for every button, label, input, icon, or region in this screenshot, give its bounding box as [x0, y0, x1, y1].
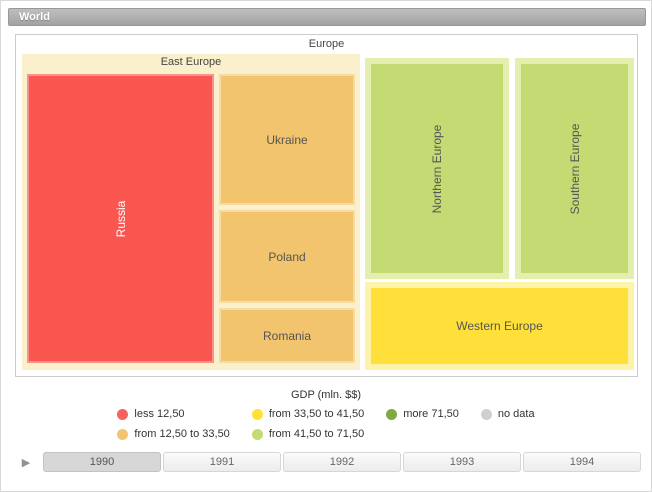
legend-item-label: no data — [497, 408, 535, 420]
treemap-cell-southern-europe-label: Southern Europe — [567, 123, 582, 214]
legend-swatch-darkgreen-icon — [386, 408, 398, 420]
legend-item: more 71,50 — [386, 407, 459, 421]
treemap-group-europe-label[interactable]: Europe — [308, 38, 345, 50]
legend-swatch-yellow-icon — [251, 408, 263, 420]
treemap-cell-northern-europe-label: Northern Europe — [430, 124, 444, 213]
treemap-cell-northern-europe-wrap: Northern Europe — [365, 58, 509, 279]
timeline-year-1991[interactable]: 1991 — [163, 452, 281, 472]
treemap-cell-poland-label: Poland — [268, 249, 306, 264]
legend-item: from 12,50 to 33,50 — [117, 427, 230, 441]
legend-item: no data — [480, 407, 535, 421]
timeline-track: 1990 1991 1992 1993 1994 — [43, 452, 641, 472]
timeline-year-1994[interactable]: 1994 — [523, 452, 641, 472]
legend-swatch-orange-icon — [117, 428, 129, 440]
timeline: ▶ 1990 1991 1992 1993 1994 — [13, 452, 641, 472]
legend-title: GDP (mln. $$) — [290, 389, 362, 401]
timeline-year-1990[interactable]: 1990 — [43, 452, 161, 472]
treemap-chart: Europe East Europe Russia Ukraine Poland… — [15, 34, 638, 377]
legend-item: from 33,50 to 41,50 — [251, 407, 365, 421]
treemap-cell-southern-europe[interactable]: Southern Europe — [521, 64, 628, 273]
breadcrumb-world[interactable]: World — [8, 8, 646, 26]
legend-item-label: from 41,50 to 71,50 — [268, 428, 365, 440]
legend: less 12,50 from 12,50 to 33,50 from 33,5… — [1, 407, 651, 441]
timeline-year-1992[interactable]: 1992 — [283, 452, 401, 472]
legend-item-label: less 12,50 — [134, 408, 185, 420]
play-button[interactable]: ▶ — [13, 452, 39, 472]
legend-swatch-red-icon — [117, 408, 129, 420]
treemap-cell-western-europe[interactable]: Western Europe — [371, 288, 628, 364]
treemap-cell-ukraine[interactable]: Ukraine — [219, 74, 355, 205]
treemap-cell-western-europe-wrap: Western Europe — [365, 282, 634, 370]
timeline-year-1993[interactable]: 1993 — [403, 452, 521, 472]
legend-swatch-gray-icon — [480, 408, 492, 420]
legend-item-label: more 71,50 — [403, 408, 459, 420]
legend-item: less 12,50 — [117, 407, 229, 421]
legend-swatch-lightgreen-icon — [251, 428, 263, 440]
treemap-cell-ukraine-label: Ukraine — [266, 132, 308, 147]
treemap-cell-southern-europe-wrap: Southern Europe — [515, 58, 634, 279]
treemap-cell-western-europe-label: Western Europe — [456, 319, 543, 333]
treemap-cell-russia[interactable]: Russia — [27, 74, 214, 363]
legend-item-label: from 33,50 to 41,50 — [268, 408, 365, 420]
treemap-cell-poland[interactable]: Poland — [219, 210, 355, 303]
treemap-group-east-europe-label[interactable]: East Europe — [160, 56, 222, 68]
treemap-cell-romania[interactable]: Romania — [219, 308, 355, 363]
treemap-cell-romania-label: Romania — [262, 328, 312, 343]
play-icon: ▶ — [21, 456, 31, 469]
legend-item-label: from 12,50 to 33,50 — [134, 428, 230, 440]
treemap-cell-russia-label: Russia — [113, 200, 128, 237]
legend-item: from 41,50 to 71,50 — [251, 427, 365, 441]
treemap-group-east-europe: East Europe Russia Ukraine Poland Romani… — [22, 54, 360, 370]
treemap-cell-northern-europe[interactable]: Northern Europe — [371, 64, 503, 273]
